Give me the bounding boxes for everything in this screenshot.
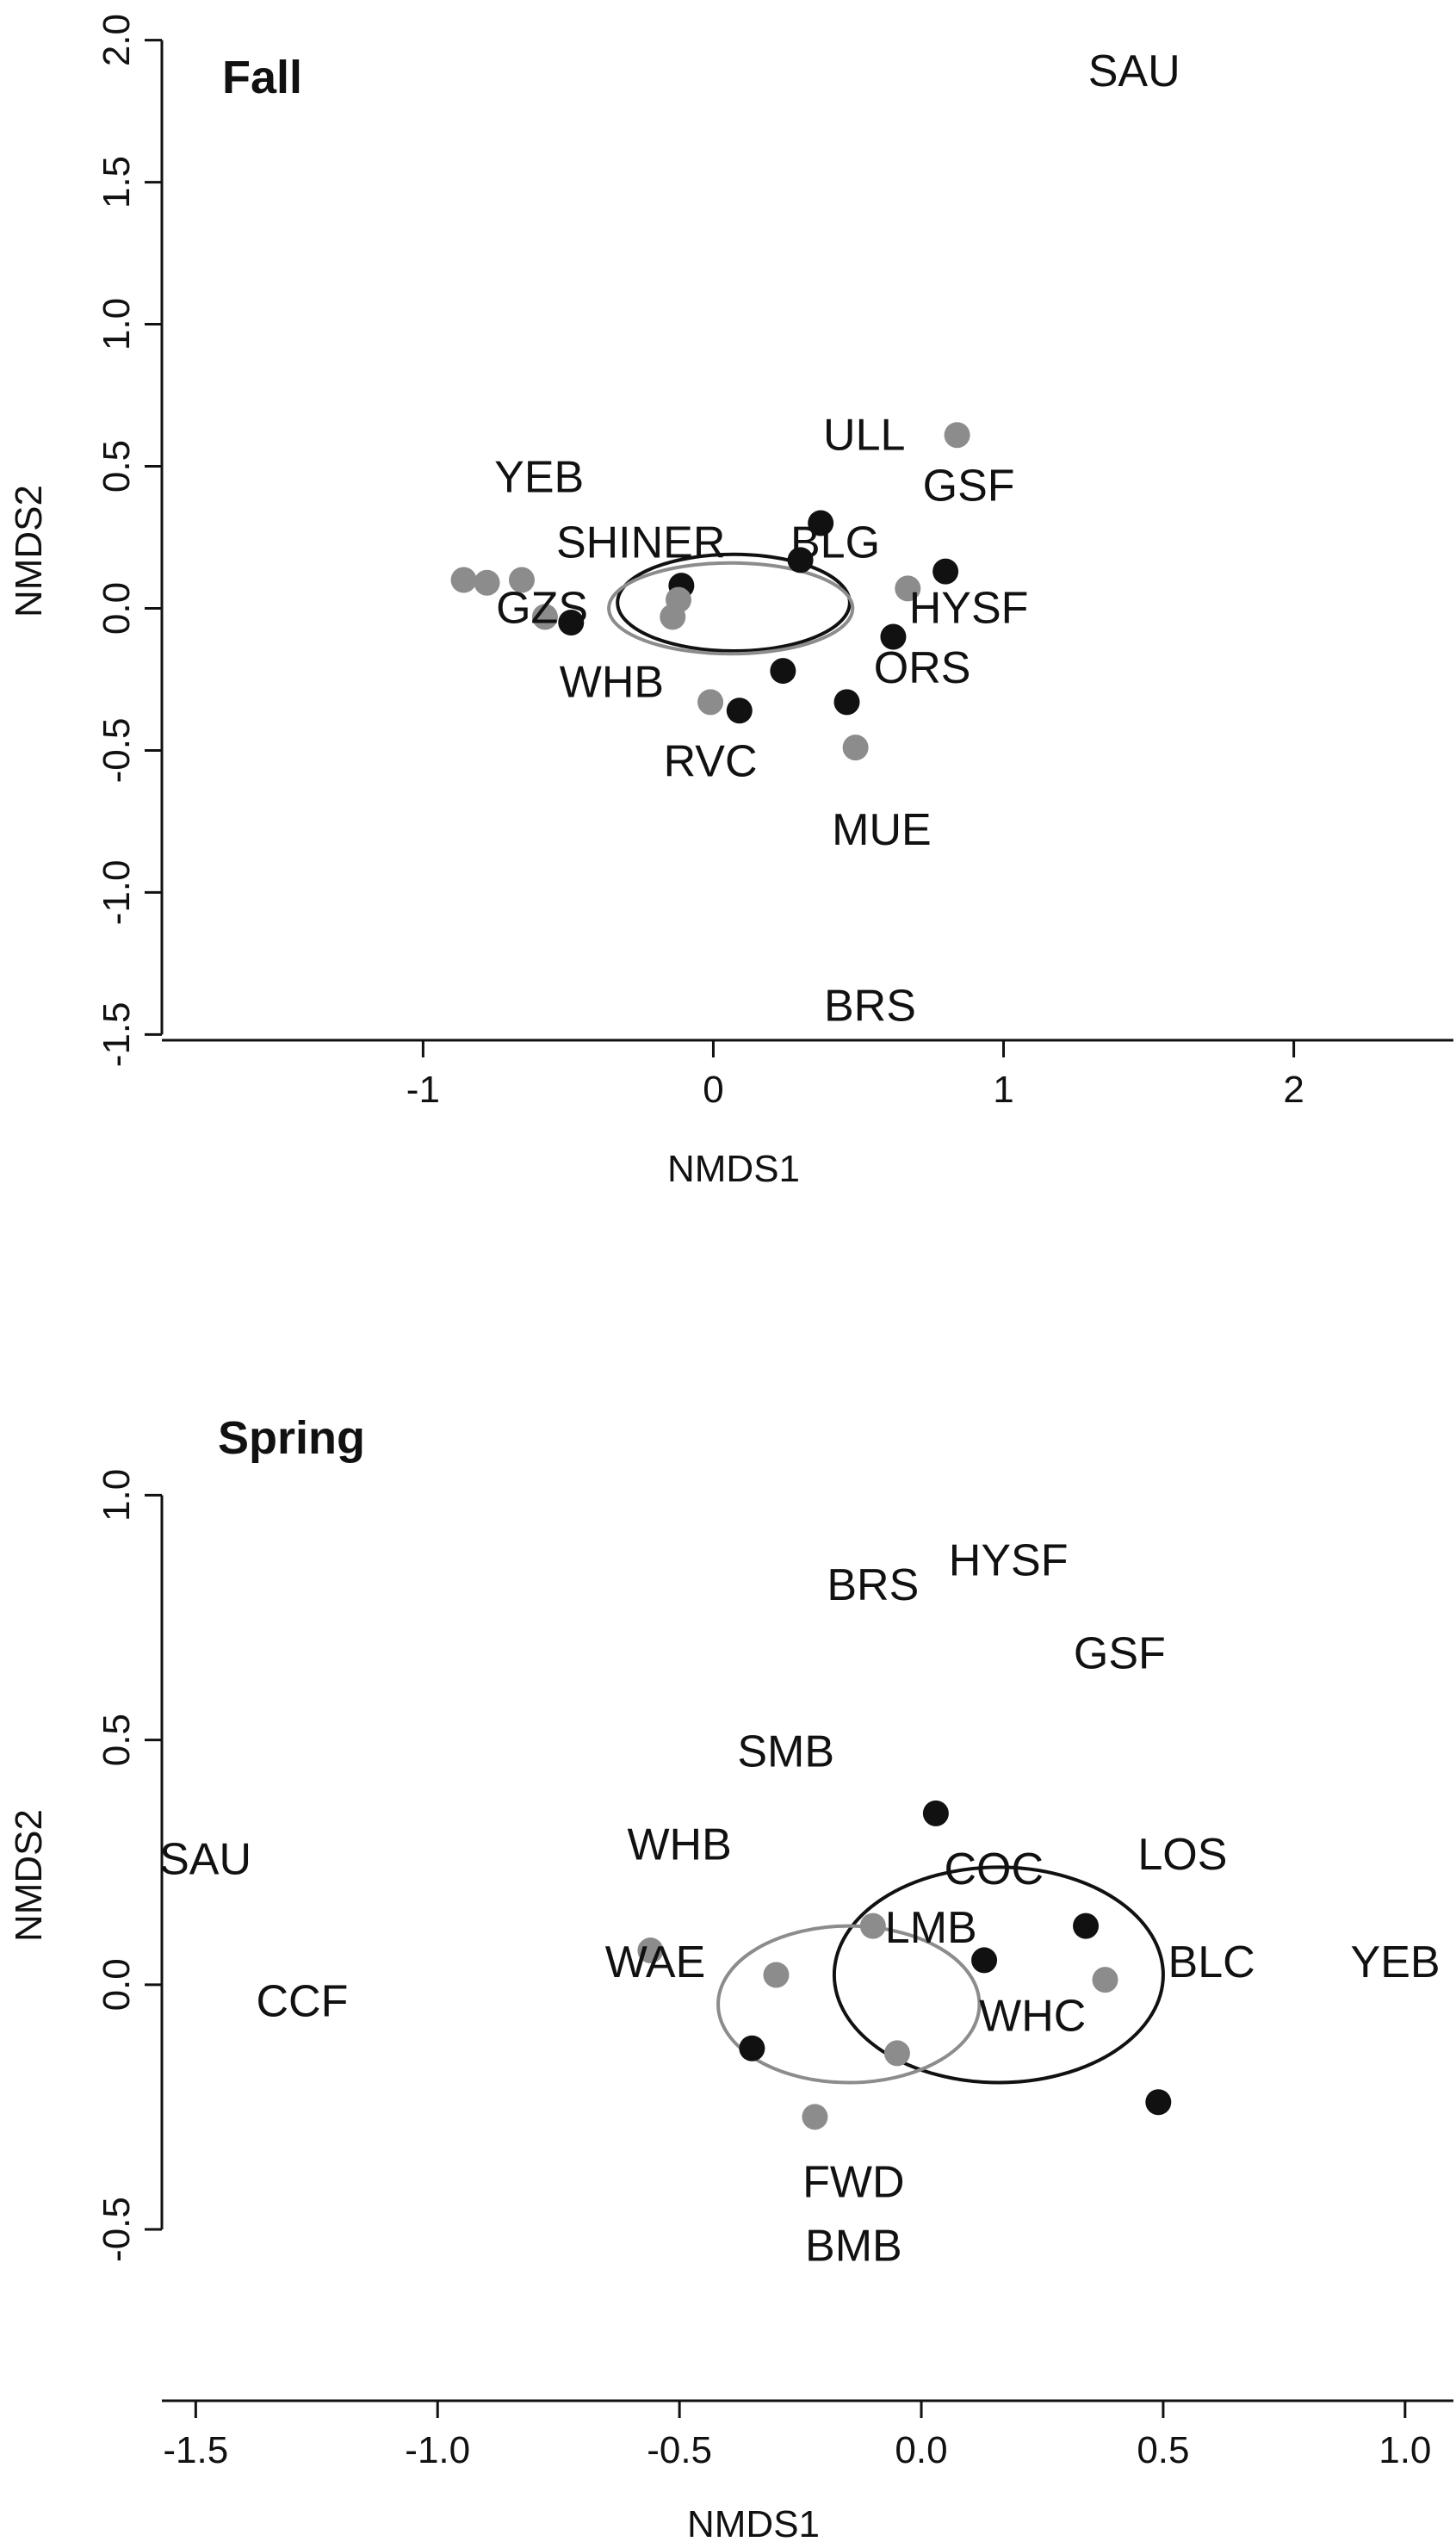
spring-x-tick-label: 1.0 xyxy=(1379,2429,1431,2471)
spring-species-label: FWD xyxy=(802,2158,904,2208)
spring-gray-group-ellipse xyxy=(716,1924,982,2085)
fall-site-point-black xyxy=(558,609,585,635)
fall-y-tick-label: 1.0 xyxy=(96,298,138,350)
spring-species-label: BMB xyxy=(805,2222,902,2272)
spring-species-label: WHC xyxy=(979,1991,1086,2041)
fall-gray-group-ellipse xyxy=(607,561,855,656)
fall-panel: Fall NMDS1 NMDS2 -1 0 1 2 -1.5 -1.0 -0.5 0.0 0.5… xyxy=(8,14,1453,1190)
fall-species-label: BRS xyxy=(824,981,916,1031)
spring-x-tick-label: -1.0 xyxy=(405,2429,470,2471)
spring-site-point-gray xyxy=(637,1937,664,1964)
spring-species-label: YEB xyxy=(1351,1937,1441,1987)
spring-y-tick-label: 0.0 xyxy=(96,1958,138,2011)
spring-site-point-black xyxy=(971,1947,998,1974)
spring-species-label: SAU xyxy=(159,1834,251,1884)
fall-species-label: MUE xyxy=(832,805,932,855)
fall-species-label: SAU xyxy=(1088,46,1180,96)
spring-species-label: SMB xyxy=(737,1727,834,1776)
fall-species-label: YEB xyxy=(494,453,584,503)
fall-species-label: ORS xyxy=(874,643,971,693)
spring-site-point-gray xyxy=(859,1913,886,1939)
spring-x-tick-label: -1.5 xyxy=(163,2429,228,2471)
spring-species-label: LMB xyxy=(885,1903,977,1953)
fall-y-tick-label: 1.5 xyxy=(96,156,138,208)
spring-site-point-gray xyxy=(802,2104,828,2130)
fall-site-point-gray xyxy=(944,422,970,449)
fall-panel-title: Fall xyxy=(222,52,302,103)
fall-site-point-black xyxy=(808,510,834,536)
spring-y-axis-label: NMDS2 xyxy=(8,1809,50,1942)
spring-site-point-black xyxy=(1073,1913,1100,1939)
fall-site-point-black xyxy=(833,689,860,716)
fall-y-tick-label: -0.5 xyxy=(96,718,138,784)
spring-y-tick-label: 0.5 xyxy=(96,1714,138,1766)
fall-species-label: WHB xyxy=(560,657,664,707)
spring-black-group-ellipse xyxy=(832,1865,1165,2085)
fall-x-axis-label: NMDS1 xyxy=(667,1148,800,1190)
fall-site-point-gray xyxy=(450,567,477,593)
fall-site-point-gray xyxy=(474,569,500,596)
spring-site-point-gray xyxy=(1092,1967,1118,1993)
fall-site-point-gray xyxy=(842,735,869,761)
fall-y-tick-label: 2.0 xyxy=(96,14,138,66)
spring-species-label: CCF xyxy=(256,1976,348,2026)
fall-x-tick-label: 0 xyxy=(703,1069,723,1111)
fall-site-point-black xyxy=(880,623,907,650)
fall-species-label: RVC xyxy=(664,737,758,787)
fall-species-label: SHINER xyxy=(556,518,725,568)
spring-species-label: GSF xyxy=(1074,1629,1166,1679)
fall-species-label: HYSF xyxy=(909,584,1029,634)
fall-x-tick-label: 1 xyxy=(993,1069,1013,1111)
fall-x-tick-label: -1 xyxy=(406,1069,440,1111)
spring-species-label: HYSF xyxy=(949,1536,1069,1586)
fall-site-point-black xyxy=(770,658,796,685)
spring-site-point-black xyxy=(739,2035,765,2061)
spring-site-point-gray xyxy=(763,1962,790,1988)
fall-site-point-gray xyxy=(508,567,535,593)
fall-species-label: ULL xyxy=(823,410,905,460)
fall-site-point-black xyxy=(932,558,959,585)
spring-site-point-gray xyxy=(883,2040,910,2067)
spring-species-label: WAE xyxy=(605,1937,706,1987)
spring-y-tick-label: 1.0 xyxy=(96,1469,138,1522)
spring-panel-title: Spring xyxy=(218,1412,365,1464)
fall-site-point-gray xyxy=(895,575,921,602)
fall-y-tick-label: 0.5 xyxy=(96,440,138,493)
spring-x-tick-label: 0.0 xyxy=(895,2429,947,2471)
fall-y-tick-label: -1.0 xyxy=(96,860,138,926)
spring-species-label: LOS xyxy=(1137,1830,1227,1880)
fall-black-group-ellipse xyxy=(616,552,852,653)
spring-x-axis-label: NMDS1 xyxy=(687,2503,820,2544)
fall-site-point-gray xyxy=(531,604,558,630)
fall-y-tick-label: 0.0 xyxy=(96,582,138,635)
fall-site-point-black xyxy=(726,697,753,724)
spring-species-label: BRS xyxy=(827,1560,919,1610)
fall-y-axis-label: NMDS2 xyxy=(8,485,50,617)
spring-species-label: COC xyxy=(945,1844,1044,1894)
spring-panel: Spring NMDS1 NMDS2 -1.5 -1.0 -0.5 0.0 0.5 1.0… xyxy=(8,1412,1453,2545)
fall-site-point-gray xyxy=(697,689,724,716)
spring-species-label: BLC xyxy=(1168,1937,1255,1987)
fall-species-label: GZS xyxy=(496,584,588,634)
fall-species-label: GSF xyxy=(923,462,1015,511)
spring-site-point-black xyxy=(1145,2089,1172,2116)
fall-site-point-black xyxy=(787,547,814,573)
spring-y-tick-label: -0.5 xyxy=(96,2197,138,2262)
fall-y-tick-label: -1.5 xyxy=(96,1001,138,1067)
fall-x-tick-label: 2 xyxy=(1283,1069,1304,1111)
fall-site-point-gray xyxy=(660,604,686,630)
spring-x-tick-label: -0.5 xyxy=(647,2429,712,2471)
spring-species-label: WHB xyxy=(627,1820,731,1869)
spring-site-point-black xyxy=(922,1800,949,1826)
fall-species-label: BLG xyxy=(790,518,880,568)
spring-x-tick-label: 0.5 xyxy=(1137,2429,1189,2471)
